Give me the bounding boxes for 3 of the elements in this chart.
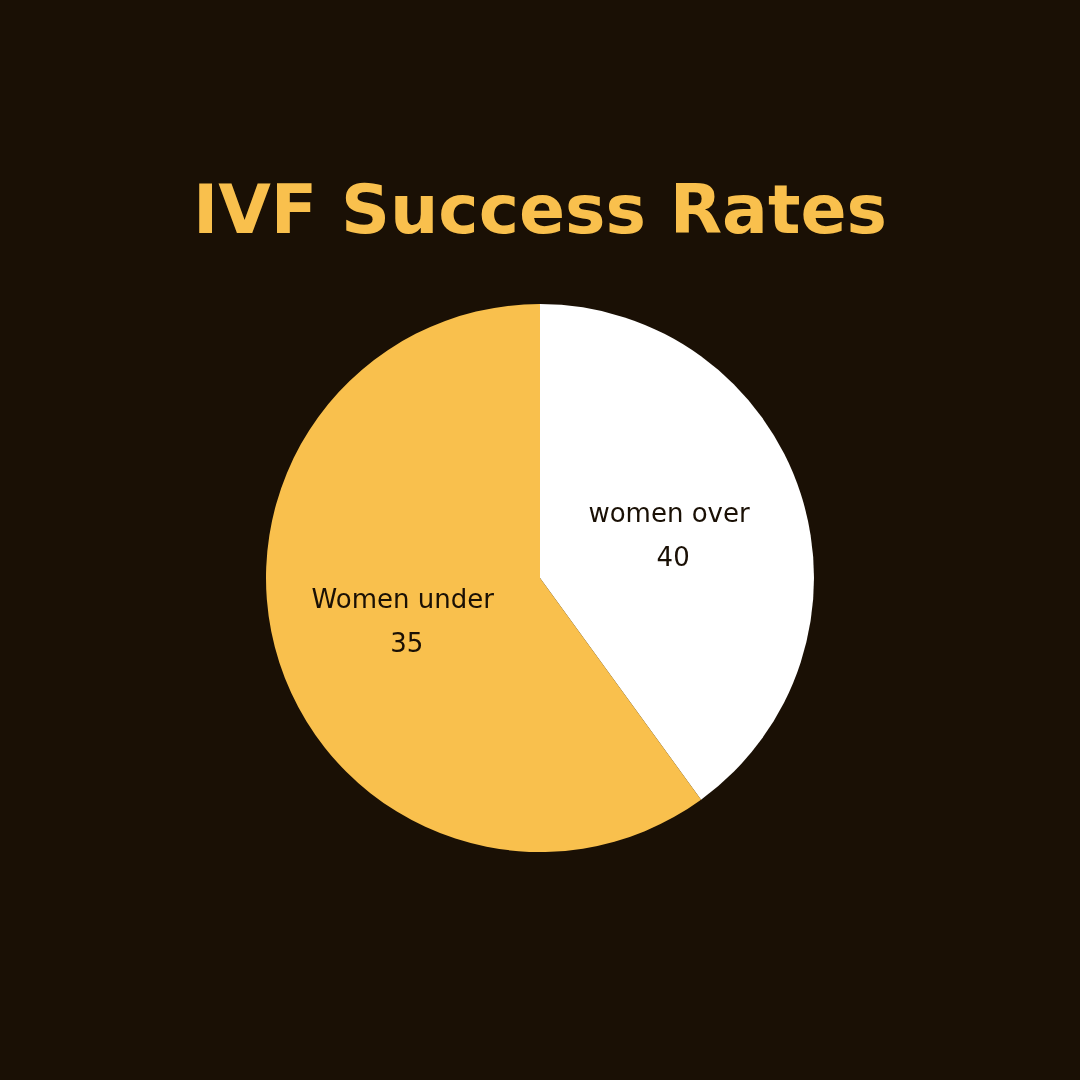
slice-label: Women under 35 xyxy=(311,584,503,659)
chart-title: IVF Success Rates xyxy=(192,169,888,249)
slice-label: women over 40 xyxy=(588,497,758,572)
